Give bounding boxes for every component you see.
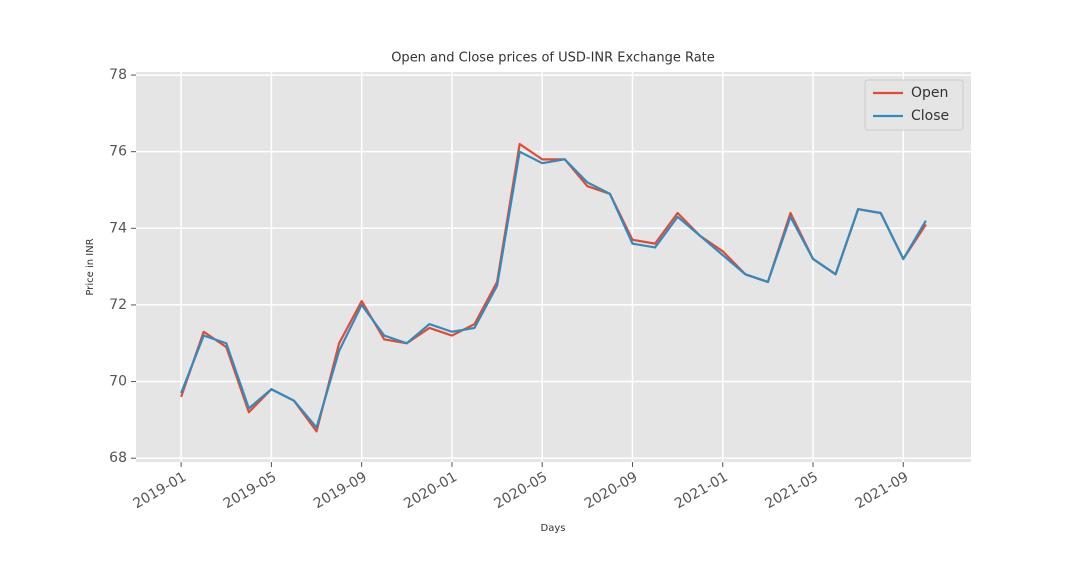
line-series <box>180 150 927 429</box>
x-tick-label: 2020-05 <box>492 469 551 512</box>
x-tick-label: 2020-09 <box>582 469 641 512</box>
x-tick-label: 2021-01 <box>672 469 731 512</box>
y-tick-label: 68 <box>109 450 127 466</box>
x-tick-label: 2019-05 <box>221 469 280 512</box>
y-tick-label: 70 <box>109 374 127 390</box>
y-axis-label: Price in INR <box>85 238 96 295</box>
x-tick-label: 2020-01 <box>401 469 460 512</box>
x-axis-label: Days <box>541 523 566 534</box>
x-tick-label: 2019-09 <box>311 469 370 512</box>
x-tick-label: 2021-05 <box>762 469 821 512</box>
y-tick-label: 76 <box>109 144 127 160</box>
legend-label: Open <box>911 85 948 101</box>
y-tick-label: 74 <box>109 220 127 236</box>
chart-title: Open and Close prices of USD-INR Exchang… <box>391 51 715 66</box>
x-tick-label: 2019-01 <box>130 469 189 512</box>
x-tick-label: 2021-09 <box>853 469 912 512</box>
y-tick-label: 72 <box>109 297 127 313</box>
plot-area <box>136 72 971 462</box>
y-tick-label: 78 <box>109 67 127 83</box>
legend-label: Close <box>911 108 949 124</box>
